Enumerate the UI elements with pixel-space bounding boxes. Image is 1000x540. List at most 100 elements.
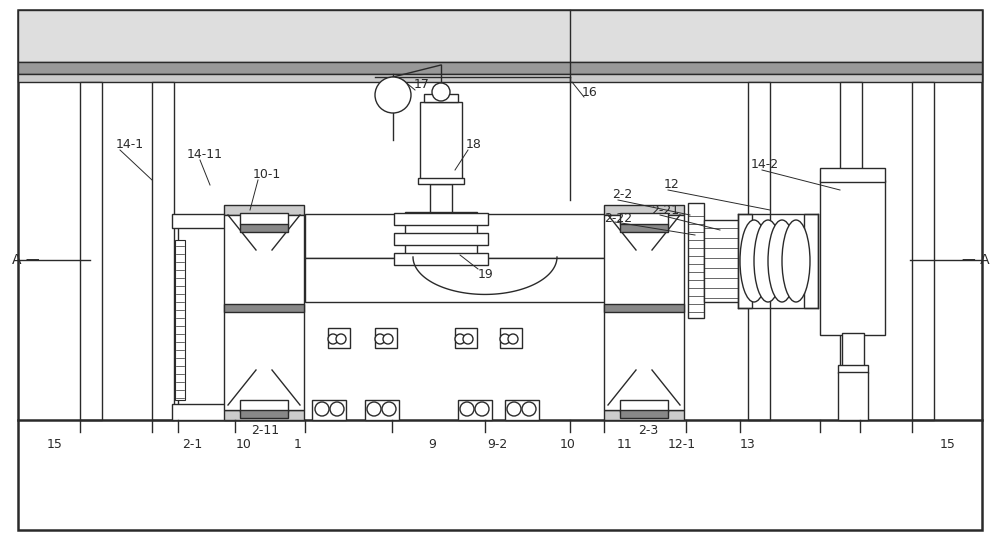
Circle shape (336, 334, 346, 344)
Bar (305, 258, 665, 302)
Bar (172, 214, 240, 228)
Circle shape (382, 402, 396, 416)
Circle shape (463, 334, 473, 344)
Text: 17: 17 (414, 78, 430, 91)
Bar (912, 82, 934, 420)
Bar (240, 400, 288, 412)
Circle shape (508, 334, 518, 344)
Bar (638, 215, 654, 410)
Bar (704, 220, 740, 302)
Bar (328, 328, 350, 348)
Bar (224, 410, 304, 420)
Bar (175, 240, 185, 400)
Text: 9: 9 (428, 438, 436, 451)
Bar (738, 214, 752, 308)
Bar (430, 184, 452, 212)
Text: 2-1: 2-1 (182, 438, 202, 451)
Circle shape (500, 334, 510, 344)
Bar (365, 400, 399, 420)
Bar (405, 212, 477, 255)
Bar (420, 102, 462, 180)
Bar (505, 400, 539, 420)
Circle shape (375, 77, 411, 113)
Text: 2-11: 2-11 (251, 423, 279, 436)
Bar (305, 214, 665, 258)
Text: — A: — A (962, 253, 990, 267)
Text: 10: 10 (560, 438, 576, 451)
Text: 14-11: 14-11 (187, 148, 223, 161)
Circle shape (522, 402, 536, 416)
Bar (152, 82, 174, 420)
Bar (620, 410, 668, 418)
Text: 2-22: 2-22 (604, 212, 632, 225)
Text: 1: 1 (294, 438, 302, 451)
Bar (620, 224, 668, 232)
Text: 9-2: 9-2 (487, 438, 507, 451)
Ellipse shape (740, 220, 768, 302)
Bar (838, 365, 868, 373)
Bar (458, 400, 492, 420)
Text: 19: 19 (478, 267, 494, 280)
Circle shape (432, 83, 450, 101)
Circle shape (507, 402, 521, 416)
Text: 14-2: 14-2 (751, 159, 779, 172)
Bar (455, 328, 477, 348)
Bar (224, 304, 304, 312)
Circle shape (455, 334, 465, 344)
Bar (224, 215, 304, 410)
Text: 2-2: 2-2 (612, 188, 632, 201)
Bar (820, 168, 885, 182)
Text: 10: 10 (236, 438, 252, 451)
Bar (224, 205, 304, 215)
Ellipse shape (768, 220, 796, 302)
Bar (18, 62, 982, 74)
Bar (604, 410, 684, 420)
Bar (748, 82, 770, 420)
Circle shape (328, 334, 338, 344)
Bar (838, 372, 868, 420)
Bar (18, 74, 982, 82)
Bar (394, 253, 488, 265)
Bar (240, 410, 288, 418)
Bar (375, 328, 397, 348)
Bar (840, 82, 862, 420)
Bar (604, 215, 684, 410)
Ellipse shape (754, 220, 782, 302)
Circle shape (330, 402, 344, 416)
Circle shape (383, 334, 393, 344)
Text: 15: 15 (940, 438, 956, 451)
Circle shape (367, 402, 381, 416)
Bar (394, 213, 488, 225)
Bar (418, 178, 464, 184)
Text: 10-1: 10-1 (253, 168, 281, 181)
Text: 16: 16 (582, 85, 598, 98)
Bar (394, 233, 488, 245)
Text: A —: A — (12, 253, 40, 267)
Bar (604, 304, 684, 312)
Bar (312, 400, 346, 420)
Text: 11: 11 (617, 438, 633, 451)
Bar (240, 213, 288, 225)
Bar (258, 215, 274, 410)
Text: 14-1: 14-1 (116, 138, 144, 151)
Ellipse shape (782, 220, 810, 302)
Text: 2-3: 2-3 (638, 423, 658, 436)
Text: 13: 13 (740, 438, 756, 451)
Bar (688, 203, 704, 318)
Bar (620, 400, 668, 412)
Circle shape (315, 402, 329, 416)
Bar (424, 94, 458, 102)
Bar (18, 10, 982, 62)
Bar (500, 328, 522, 348)
Text: 2-21: 2-21 (651, 204, 679, 217)
Bar (240, 224, 288, 232)
Text: 18: 18 (466, 138, 482, 152)
Bar (172, 404, 240, 420)
Circle shape (475, 402, 489, 416)
Bar (604, 205, 684, 215)
Bar (620, 213, 668, 225)
Circle shape (460, 402, 474, 416)
Bar (842, 333, 864, 368)
Text: 12-1: 12-1 (668, 438, 696, 451)
Bar (820, 180, 885, 335)
